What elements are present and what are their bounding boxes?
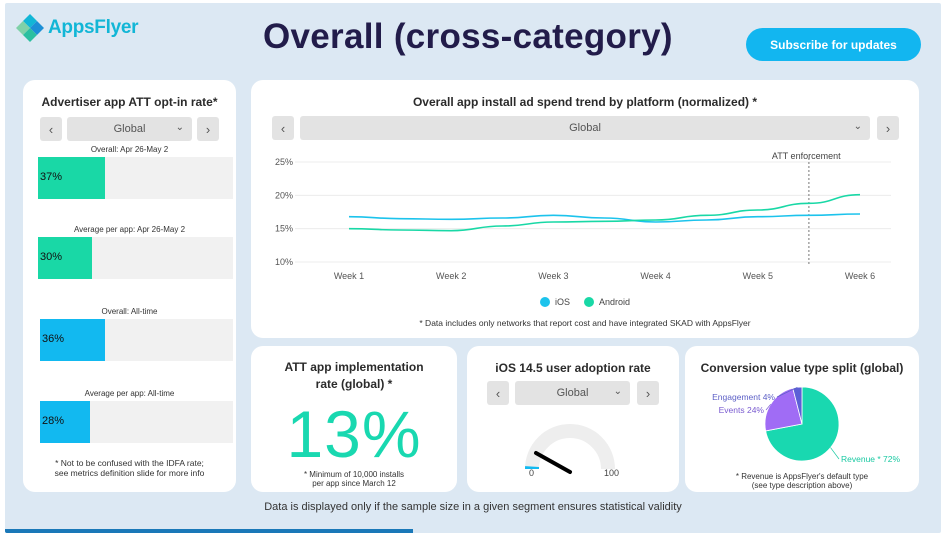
trend-region-select[interactable]: Global ⌄ bbox=[300, 116, 870, 140]
att-next-button[interactable]: › bbox=[197, 117, 219, 141]
pie-slice-label: Events 24% bbox=[719, 405, 765, 415]
y-tick-label: 15% bbox=[275, 224, 293, 234]
att-footnote-line1: * Not to be confused with the IDFA rate; bbox=[55, 458, 204, 468]
att-bar-value: 28% bbox=[42, 415, 65, 427]
trend-footnote: * Data includes only networks that repor… bbox=[419, 318, 751, 328]
x-tick-label: Week 6 bbox=[845, 271, 875, 281]
subscribe-button[interactable]: Subscribe for updates bbox=[746, 28, 921, 61]
ios-prev-button[interactable]: ‹ bbox=[487, 381, 509, 405]
pie-leader-line bbox=[765, 403, 772, 411]
conv-footnote-line2: (see type description above) bbox=[751, 481, 853, 490]
legend-ios: iOS bbox=[539, 297, 570, 307]
chevron-down-icon: ⌄ bbox=[853, 121, 862, 132]
page-title: Overall (cross-category) bbox=[263, 17, 673, 56]
x-tick-label: Week 4 bbox=[640, 271, 670, 281]
att-enforcement-label: ATT enforcement bbox=[772, 151, 841, 161]
conversion-value-card: Conversion value type split (global) Rev… bbox=[685, 346, 919, 492]
appsflyer-logo-icon bbox=[16, 14, 44, 42]
ad-spend-trend-card: Overall app install ad spend trend by pl… bbox=[251, 80, 919, 338]
ios-region-select[interactable]: Global ⌄ bbox=[515, 381, 630, 405]
x-tick-label: Week 3 bbox=[538, 271, 568, 281]
gauge-min-label: 0 bbox=[529, 468, 535, 478]
ios-adoption-gauge bbox=[525, 424, 615, 474]
att-prev-button[interactable]: ‹ bbox=[40, 117, 62, 141]
ios-next-button[interactable]: › bbox=[637, 381, 659, 405]
impl-footnote-line2: per app since March 12 bbox=[312, 479, 396, 488]
att-bar-track: 36% bbox=[40, 319, 233, 361]
ios-adoption-card: iOS 14.5 user adoption rate ‹ Global ⌄ ›… bbox=[467, 346, 679, 492]
gauge-max-label: 100 bbox=[604, 468, 620, 478]
trend-title: Overall app install ad spend trend by pl… bbox=[412, 95, 758, 109]
x-tick-label: Week 2 bbox=[436, 271, 466, 281]
legend-android-label: Android bbox=[598, 297, 631, 307]
impl-footnote-line1: * Minimum of 10,000 installs bbox=[303, 470, 405, 479]
chevron-down-icon: ⌄ bbox=[613, 386, 622, 397]
x-tick-label: Week 5 bbox=[743, 271, 773, 281]
trend-region-select-value: Global bbox=[569, 122, 601, 134]
gauge-needle bbox=[534, 451, 572, 474]
att-bar-fill bbox=[38, 237, 92, 279]
legend-android-dot bbox=[583, 297, 594, 307]
conv-footnote: * Revenue is AppsFlyer's default type (s… bbox=[685, 472, 919, 490]
ios-title: iOS 14.5 user adoption rate bbox=[495, 361, 651, 375]
impl-footnote: * Minimum of 10,000 installs per app sin… bbox=[251, 470, 457, 488]
att-bar-caption: Overall: All-time bbox=[101, 307, 158, 316]
legend-ios-label: iOS bbox=[554, 297, 570, 307]
chevron-down-icon: ⌄ bbox=[175, 122, 184, 133]
legend-ios-dot bbox=[539, 297, 550, 307]
att-bar-track: 30% bbox=[38, 237, 233, 279]
att-footnote: * Not to be confused with the IDFA rate;… bbox=[23, 458, 236, 478]
impl-title: ATT app implementation rate (global) * bbox=[251, 359, 457, 393]
pie-leader-line bbox=[776, 386, 798, 398]
att-region-select-value: Global bbox=[113, 123, 146, 135]
att-bar-value: 36% bbox=[42, 333, 65, 345]
conv-footnote-line1: * Revenue is AppsFlyer's default type bbox=[735, 472, 869, 481]
pie-leader-line bbox=[830, 447, 840, 460]
att-bar-track: 37% bbox=[38, 157, 233, 199]
att-bar-caption: Overall: Apr 26-May 2 bbox=[90, 145, 169, 154]
ios-region-select-value: Global bbox=[556, 387, 589, 399]
att-footnote-line2: see metrics definition slide for more in… bbox=[54, 468, 205, 478]
implementation-rate-card: ATT app implementation rate (global) * 1… bbox=[251, 346, 457, 492]
trend-prev-button[interactable]: ‹ bbox=[272, 116, 294, 140]
att-bar-fill bbox=[40, 319, 105, 361]
att-bar-value: 37% bbox=[40, 171, 63, 183]
pie-slice-label: Engagement 4% bbox=[712, 392, 775, 402]
conv-title: Conversion value type split (global) bbox=[700, 361, 904, 375]
impl-title-line1: ATT app implementation bbox=[284, 360, 424, 374]
att-bar-fill bbox=[38, 157, 105, 199]
trend-legend: iOS Android bbox=[251, 297, 919, 307]
y-tick-label: 25% bbox=[275, 157, 293, 167]
att-bar-value: 30% bbox=[40, 251, 63, 263]
impl-title-line2: rate (global) * bbox=[315, 377, 393, 391]
legend-android: Android bbox=[583, 297, 631, 307]
conversion-pie-chart: Revenue * 72% Events 24% Engagement 4% bbox=[712, 386, 901, 464]
trend-next-button[interactable]: › bbox=[877, 116, 899, 140]
att-optin-card: Advertiser app ATT opt-in rate* ‹ Global… bbox=[23, 80, 236, 492]
slide-progress-bar bbox=[5, 529, 413, 533]
att-bar-caption: Average per app: All-time bbox=[84, 389, 175, 398]
logo-text: AppsFlyer bbox=[48, 17, 139, 38]
series-line-android bbox=[348, 193, 861, 232]
impl-rate-value: 13% bbox=[286, 397, 422, 471]
appsflyer-logo: AppsFlyer bbox=[15, 13, 139, 43]
x-tick-label: Week 1 bbox=[334, 271, 364, 281]
y-tick-label: 10% bbox=[275, 257, 293, 267]
att-bar-track: 28% bbox=[40, 401, 233, 443]
att-optin-title: Advertiser app ATT opt-in rate* bbox=[41, 95, 218, 109]
dashboard-slide: AppsFlyer Overall (cross-category) Subsc… bbox=[5, 3, 941, 533]
trend-line-chart: 25% 20% 15% 10% Week 1 Week 2 Week 3 Week 4 Week… bbox=[275, 151, 891, 281]
att-bar-caption: Average per app: Apr 26-May 2 bbox=[73, 225, 186, 234]
att-bar-fill bbox=[40, 401, 91, 443]
gauge-track bbox=[525, 424, 615, 470]
series-line-ios bbox=[348, 213, 861, 223]
pie-slice-label: Revenue * 72% bbox=[841, 454, 901, 464]
sample-size-note: Data is displayed only if the sample siz… bbox=[264, 501, 682, 513]
y-tick-label: 20% bbox=[275, 190, 293, 200]
att-region-select[interactable]: Global ⌄ bbox=[67, 117, 192, 141]
